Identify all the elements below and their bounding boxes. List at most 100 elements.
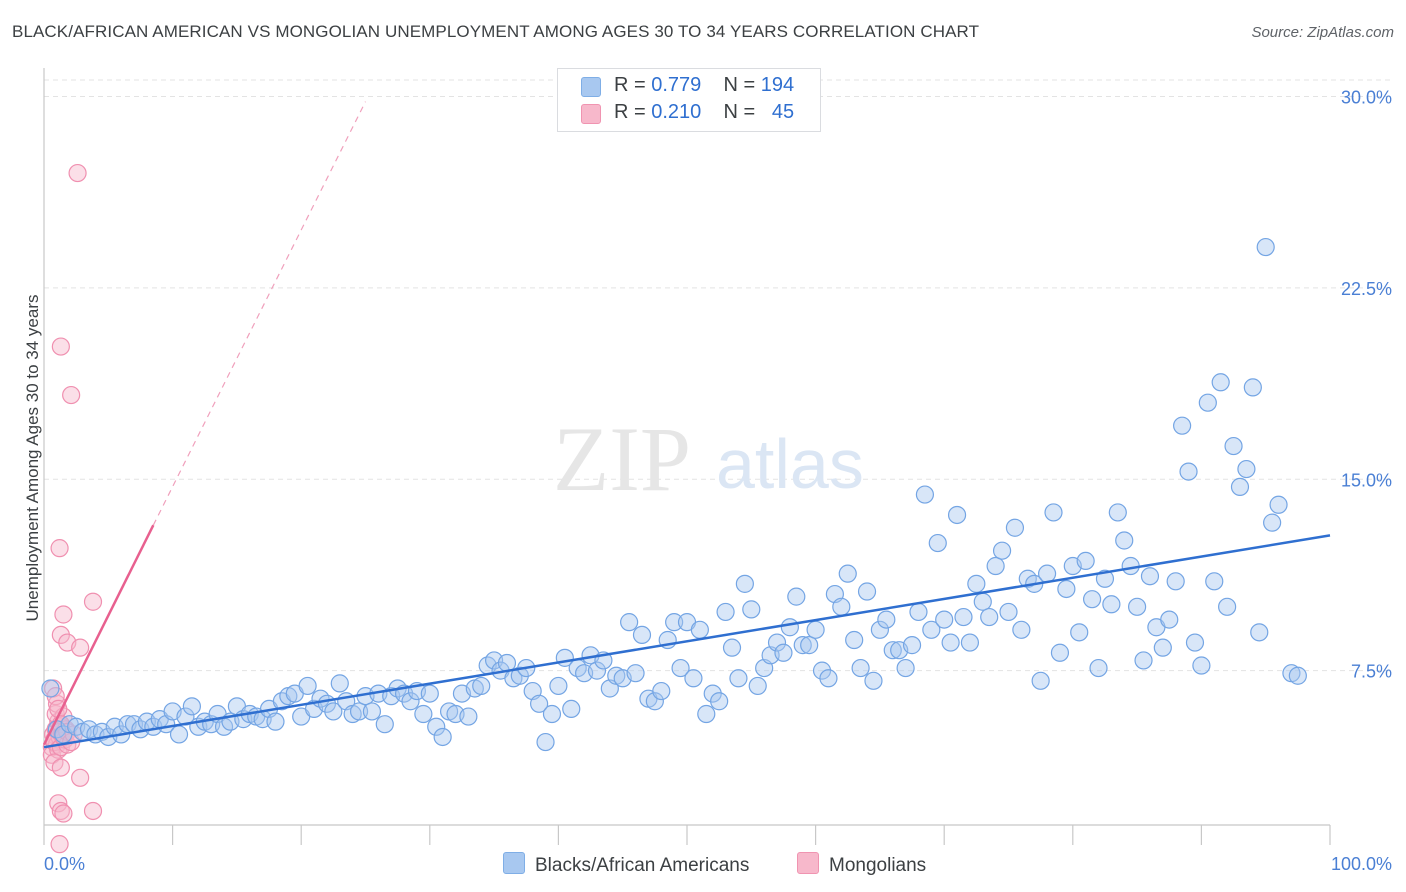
black-point xyxy=(697,704,716,724)
black-point xyxy=(542,704,562,724)
black-point xyxy=(1198,393,1217,412)
mongolian-point xyxy=(51,801,70,821)
black-point xyxy=(935,610,954,629)
black-point xyxy=(1256,237,1275,257)
legend-swatch-blue xyxy=(581,77,601,97)
black-point xyxy=(909,602,928,622)
black-point xyxy=(735,574,754,593)
legend-r-value-pink: 0.210 xyxy=(651,101,702,123)
y-tick-label: 15.0% xyxy=(1341,470,1392,490)
black-point xyxy=(941,633,960,652)
black-point xyxy=(722,638,742,657)
black-point xyxy=(1037,564,1057,583)
x-tick-label: 0.0% xyxy=(44,854,85,874)
black-point xyxy=(774,643,793,662)
bottom-legend-swatch-blue xyxy=(503,852,525,874)
black-point xyxy=(1005,518,1025,537)
black-point xyxy=(870,620,890,639)
black-point xyxy=(266,712,285,731)
black-point xyxy=(748,676,767,696)
legend-r-label: R = xyxy=(614,101,646,123)
black-point xyxy=(845,630,864,650)
black-point xyxy=(819,669,838,688)
black-point xyxy=(1070,623,1089,642)
stats-legend: R = 0.779 N = 194 R = 0.210 N = 45 xyxy=(557,68,821,132)
legend-r-value-blue: 0.779 xyxy=(651,74,702,96)
mongolians-series xyxy=(42,163,103,854)
black-point xyxy=(716,602,735,622)
black-point xyxy=(349,702,369,721)
black-point xyxy=(1076,551,1095,571)
black-point xyxy=(684,669,703,688)
y-tick-label: 22.5% xyxy=(1341,279,1392,299)
legend-n-value-pink: 45 xyxy=(771,101,795,123)
legend-r-label: R = xyxy=(614,74,646,96)
black-point xyxy=(1115,531,1134,550)
black-point xyxy=(1031,671,1050,690)
blacks-series xyxy=(41,237,1307,752)
black-point xyxy=(1250,623,1269,642)
watermark-atlas: atlas xyxy=(716,425,864,503)
black-point xyxy=(375,715,394,734)
black-point xyxy=(1263,513,1282,532)
source-label: Source: ZipAtlas.com xyxy=(1251,24,1394,41)
black-point xyxy=(427,717,446,736)
blacks-trend-line xyxy=(43,534,1331,749)
black-point xyxy=(857,582,877,601)
mongolian-point xyxy=(51,758,70,777)
black-point xyxy=(960,633,980,652)
legend-swatch-pink xyxy=(581,104,601,124)
black-point xyxy=(169,725,189,744)
legend-n-label: N = xyxy=(723,74,756,96)
black-point xyxy=(787,587,806,606)
black-point xyxy=(1211,373,1230,392)
black-point xyxy=(645,692,664,711)
black-point xyxy=(922,620,941,639)
black-point xyxy=(665,613,684,632)
black-point xyxy=(780,618,799,637)
black-point xyxy=(1173,416,1192,435)
chart-title: BLACK/AFRICAN AMERICAN VS MONGOLIAN UNEM… xyxy=(12,22,980,41)
bottom-legend-label-mongolians: Mongolians xyxy=(829,855,927,876)
y-tick-label: 7.5% xyxy=(1351,662,1392,682)
mongolians-trend-extension xyxy=(152,101,367,526)
mongolians-trend-line xyxy=(42,524,155,746)
black-point xyxy=(414,704,433,724)
black-point xyxy=(1044,503,1063,522)
black-point xyxy=(459,707,478,726)
trend-lines xyxy=(42,101,1331,749)
mongolian-point xyxy=(54,804,73,823)
y-tick-label: 30.0% xyxy=(1341,88,1392,108)
black-point xyxy=(999,602,1018,622)
black-point xyxy=(800,636,819,655)
black-point xyxy=(980,607,999,627)
mongolian-point xyxy=(71,768,90,787)
mongolian-point xyxy=(83,801,103,821)
black-point xyxy=(433,727,452,747)
x-tick-labels: 0.0% 100.0% xyxy=(44,854,1392,874)
black-point xyxy=(710,692,729,711)
black-point xyxy=(986,556,1005,576)
black-point xyxy=(864,671,883,690)
x-tick-label: 100.0% xyxy=(1331,854,1392,874)
bottom-legend-swatch-pink xyxy=(797,852,819,874)
mongolian-point xyxy=(62,385,81,405)
black-point xyxy=(1185,633,1205,652)
mongolian-point xyxy=(83,592,103,611)
black-point xyxy=(1288,666,1307,685)
black-point xyxy=(851,658,870,678)
black-point xyxy=(549,676,568,696)
bottom-legend-mongolians: Mongolians xyxy=(797,852,926,877)
black-point xyxy=(298,676,317,696)
mongolian-point xyxy=(54,605,73,624)
black-point xyxy=(902,636,922,655)
black-point xyxy=(973,592,992,611)
black-point xyxy=(1108,503,1127,522)
grid-lines xyxy=(44,79,1392,672)
black-point xyxy=(1095,569,1115,588)
black-point xyxy=(838,564,857,583)
black-point xyxy=(182,697,201,716)
black-point xyxy=(1153,638,1172,657)
black-point xyxy=(420,684,439,703)
black-point xyxy=(832,597,851,616)
